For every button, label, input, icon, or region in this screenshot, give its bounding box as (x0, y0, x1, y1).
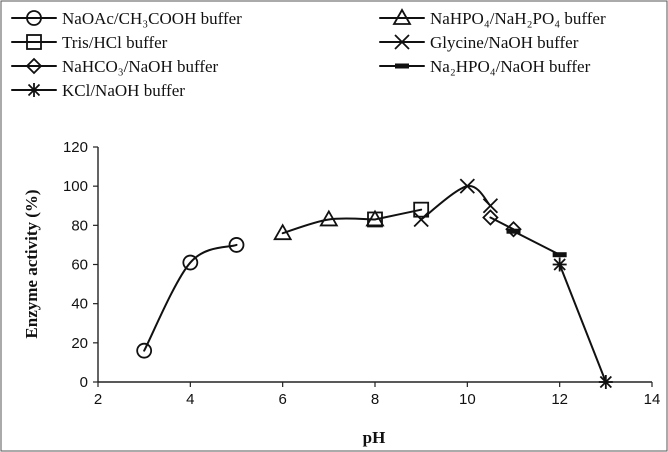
data-point (598, 375, 613, 389)
x-tick-label: 14 (644, 391, 661, 408)
y-tick-label: 40 (71, 296, 88, 313)
y-tick-label: 80 (71, 217, 88, 234)
legend-item: NaHPO₄/NaH₂PO₄ buffer (379, 8, 606, 28)
series-line (558, 263, 607, 383)
legend-item: NaHCO₃/NaOH buffer (11, 57, 219, 76)
data-point (136, 342, 153, 359)
legend-item: Na₂HPO₄/NaOH buffer (379, 57, 591, 76)
axes: 2 4 6 8 10 12 14 0 20 40 60 80 100 120 (63, 139, 660, 408)
data-point (182, 254, 199, 271)
x-tick-label: 6 (278, 391, 286, 408)
x-tick-label: 4 (186, 391, 194, 408)
legend-item: Glycine/NaOH buffer (379, 33, 579, 52)
legend-marker (395, 63, 409, 69)
series-line (281, 217, 376, 235)
series-line (489, 216, 515, 231)
series-line (143, 243, 238, 352)
legend-marker (27, 83, 41, 97)
data-point (367, 211, 383, 228)
data-point (273, 223, 293, 241)
data-point (319, 209, 339, 227)
y-tick-label: 60 (71, 257, 88, 274)
legend-label: NaHCO₃/NaOH buffer (62, 57, 219, 76)
legend-marker (392, 8, 412, 25)
legend-label: NaHPO₄/NaH₂PO₄ buffer (430, 9, 606, 28)
legend-marker (25, 57, 43, 75)
legend-label: Na₂HPO₄/NaOH buffer (430, 57, 591, 76)
legend-label: Tris/HCl buffer (62, 33, 168, 52)
data-point (413, 201, 430, 218)
data-point (506, 228, 521, 234)
legend-label: KCl/NaOH buffer (62, 81, 185, 100)
x-tick-label: 12 (551, 391, 568, 408)
y-tick-label: 20 (71, 335, 88, 352)
legend-item: NaOAc/CH₃COOH buffer (11, 9, 242, 28)
series-4 (413, 178, 499, 228)
data-point (552, 252, 567, 258)
x-tick-label: 8 (371, 391, 379, 408)
data-point (228, 237, 245, 253)
data-point (459, 178, 475, 194)
series-7 (552, 257, 613, 389)
x-tick-label: 10 (459, 391, 476, 408)
series-line (374, 208, 423, 221)
data-point (482, 209, 499, 226)
y-axis-title: Enzyme activity (%) (22, 189, 41, 338)
data-point (482, 198, 499, 214)
series-6 (506, 228, 567, 258)
x-axis-title: pH (363, 428, 386, 447)
series-2 (273, 209, 385, 241)
y-tick-label: 0 (80, 374, 88, 391)
legend-item: KCl/NaOH buffer (11, 81, 185, 100)
legend-marker (26, 10, 42, 26)
x-tick-label: 2 (94, 391, 102, 408)
y-tick-label: 120 (63, 139, 88, 156)
legend: NaOAc/CH₃COOH buffer NaHPO₄/NaH₂PO₄ buffe… (11, 8, 606, 100)
series-5 (482, 209, 522, 238)
data-point (552, 257, 567, 272)
legend-marker (394, 34, 410, 50)
legend-label: Glycine/NaOH buffer (430, 33, 579, 52)
series-1 (136, 237, 245, 359)
y-tick-label: 100 (63, 178, 88, 195)
series-3 (367, 201, 430, 228)
data-point (413, 211, 429, 228)
plot-area (136, 178, 613, 389)
legend-item: Tris/HCl buffer (11, 33, 168, 52)
data-point (505, 220, 522, 238)
legend-marker (26, 34, 42, 50)
legend-label: NaOAc/CH₃COOH buffer (62, 9, 242, 28)
